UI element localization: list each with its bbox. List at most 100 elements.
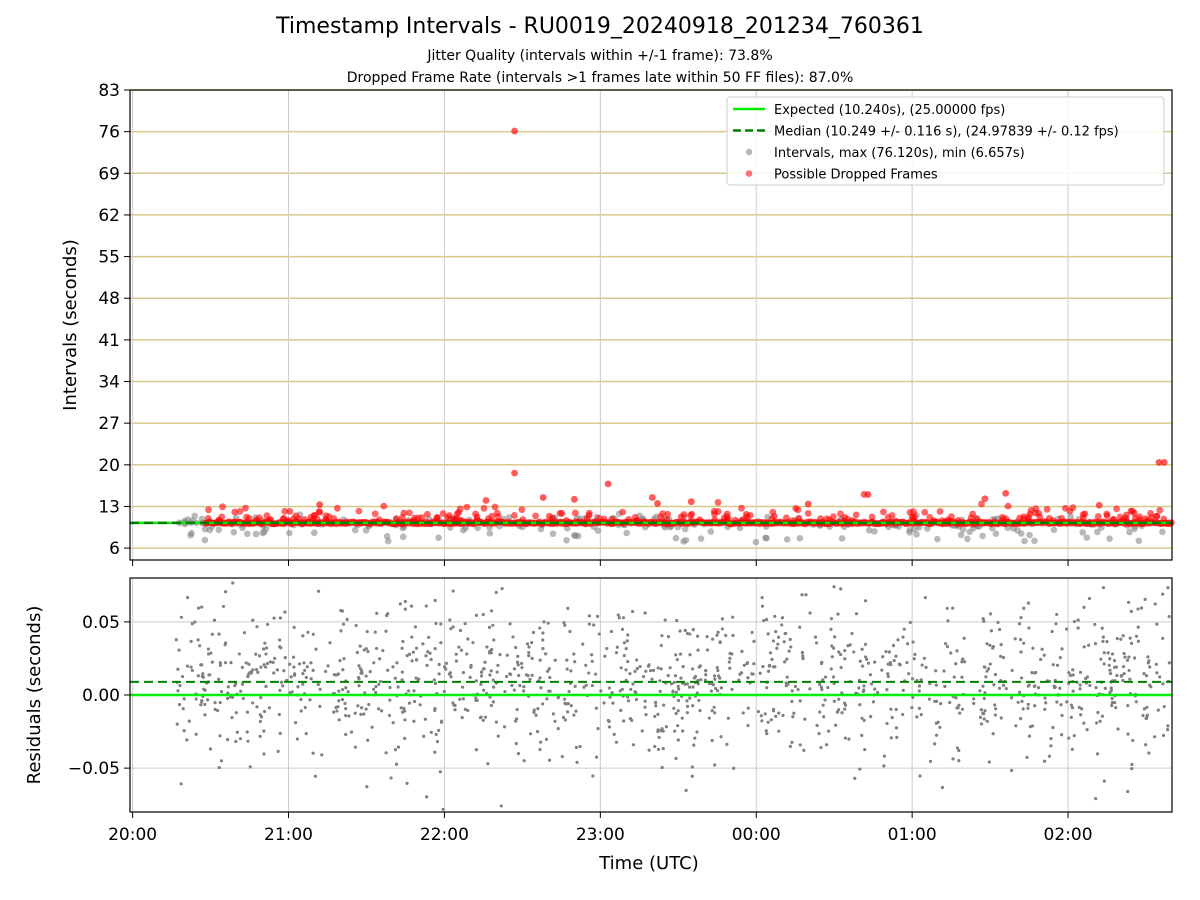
residual-point — [1079, 713, 1083, 717]
residual-point — [590, 659, 594, 663]
interval-point — [697, 535, 705, 542]
residual-point — [528, 677, 532, 681]
interval-point — [351, 526, 359, 534]
residual-point — [813, 635, 818, 639]
residual-point — [960, 657, 965, 661]
residual-point — [572, 652, 576, 656]
residual-point — [960, 660, 964, 664]
x-tick-label: 21:00 — [264, 825, 313, 845]
residual-point — [638, 664, 642, 669]
residual-point — [1010, 768, 1014, 773]
residual-point — [304, 732, 308, 736]
residual-point — [750, 630, 754, 635]
y-tick-label-top: 27 — [98, 414, 120, 434]
residual-point — [823, 698, 827, 702]
residual-point — [396, 685, 400, 689]
dropped-frame-point — [414, 514, 422, 522]
residual-point — [565, 658, 569, 662]
residual-point — [955, 649, 959, 653]
residual-point — [1162, 704, 1166, 709]
residual-point — [843, 707, 847, 711]
residual-point — [1136, 639, 1140, 643]
residual-point — [337, 689, 341, 693]
residual-point — [400, 678, 404, 682]
residual-point — [515, 707, 519, 712]
residual-point — [610, 691, 614, 695]
residual-point — [481, 667, 486, 671]
residual-point — [688, 653, 692, 657]
residual-point — [505, 653, 509, 657]
residual-point — [528, 732, 533, 736]
dropped-frame-outlier — [804, 500, 812, 508]
residual-point — [235, 730, 239, 734]
residual-point — [527, 645, 531, 649]
dropped-frame-point — [453, 510, 461, 518]
residual-point — [412, 689, 416, 693]
dropped-frame-outlier — [570, 495, 578, 503]
residual-point — [407, 689, 411, 693]
residual-point — [538, 747, 542, 752]
residual-point — [692, 743, 696, 747]
residual-point — [594, 755, 599, 759]
y-tick-label-bottom: 0.05 — [82, 613, 120, 633]
residual-point — [826, 685, 830, 690]
x-tick-label: 22:00 — [420, 825, 469, 845]
residual-point — [814, 641, 819, 645]
residual-point — [423, 717, 427, 721]
residual-point — [1105, 639, 1109, 644]
residual-point — [1167, 661, 1171, 665]
residual-point — [768, 663, 772, 667]
dropped-frame-point — [663, 516, 671, 524]
residual-point — [407, 701, 412, 705]
residual-point — [1082, 605, 1086, 609]
residual-point — [341, 668, 345, 672]
residual-point — [449, 627, 453, 631]
residual-point — [594, 672, 598, 676]
residual-point — [1141, 713, 1145, 718]
residual-point — [339, 608, 343, 613]
residual-point — [993, 703, 997, 707]
residual-point — [517, 673, 521, 678]
residual-point — [1019, 616, 1023, 620]
residual-point — [301, 672, 305, 676]
y-tick-label-top: 13 — [98, 497, 120, 517]
residual-point — [981, 711, 985, 715]
residual-point — [486, 762, 490, 766]
residual-point — [278, 616, 282, 620]
residual-point — [890, 716, 894, 720]
residual-point — [1085, 728, 1089, 732]
residual-point — [278, 638, 282, 642]
residual-point — [410, 635, 414, 639]
residual-point — [426, 650, 430, 654]
residual-point — [653, 700, 658, 705]
dropped-frame-point — [879, 508, 887, 516]
x-tick-label: 23:00 — [576, 825, 625, 845]
interval-point — [310, 529, 318, 537]
residual-point — [622, 653, 626, 658]
dropped-frame-point — [1147, 509, 1154, 517]
dropped-frame-outlier — [511, 469, 518, 477]
residual-point — [1095, 752, 1100, 756]
residual-point — [1142, 707, 1147, 711]
residual-point — [685, 699, 689, 703]
residual-point — [672, 680, 676, 685]
residual-point — [282, 669, 286, 673]
residual-point — [453, 708, 457, 712]
residual-point — [656, 666, 660, 670]
interval-point — [913, 531, 920, 538]
residual-point — [803, 717, 807, 721]
residual-point — [301, 634, 305, 638]
residual-point — [238, 737, 243, 741]
dropped-frame-point — [518, 506, 526, 514]
residual-point — [1165, 728, 1170, 732]
residual-point — [746, 676, 750, 680]
residual-point — [603, 654, 607, 658]
residual-point — [910, 706, 914, 710]
residual-point — [728, 666, 732, 670]
residual-point — [1148, 665, 1152, 669]
dropped-frame-point — [595, 514, 603, 522]
residual-point — [658, 689, 662, 693]
residual-point — [1133, 656, 1137, 660]
residual-point — [820, 688, 824, 692]
residual-point — [617, 616, 621, 620]
